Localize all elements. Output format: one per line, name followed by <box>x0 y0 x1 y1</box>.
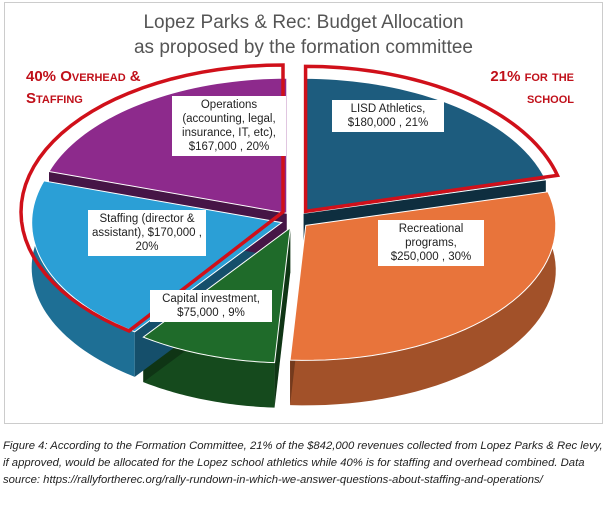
chart-frame <box>4 2 603 424</box>
slice-label-recreational: Recreational programs, $250,000 , 30% <box>378 220 484 266</box>
slice-label-operations: Operations (accounting, legal, insurance… <box>172 96 286 156</box>
highlight-school <box>303 64 561 214</box>
annotation-school: 21% for the school <box>490 68 574 107</box>
slice-label-capital: Capital investment, $75,000 , 9% <box>150 290 272 322</box>
chart-subtitle: as proposed by the formation committee <box>133 37 473 58</box>
chart-title: Lopez Parks & Rec: Budget Allocation <box>143 12 464 33</box>
slice-side-1 <box>290 191 556 406</box>
slice-label-lisd: LISD Athletics, $180,000 , 21% <box>332 100 444 132</box>
annotation-overhead: 40% Overhead & Staffing <box>26 68 141 107</box>
slice-label-staffing: Staffing (director & assistant), $170,00… <box>88 210 206 256</box>
figure-caption: Figure 4: According to the Formation Com… <box>3 440 603 486</box>
slice-1 <box>289 191 557 361</box>
slice-side-3 <box>31 180 135 377</box>
highlight-overhead <box>19 63 285 333</box>
